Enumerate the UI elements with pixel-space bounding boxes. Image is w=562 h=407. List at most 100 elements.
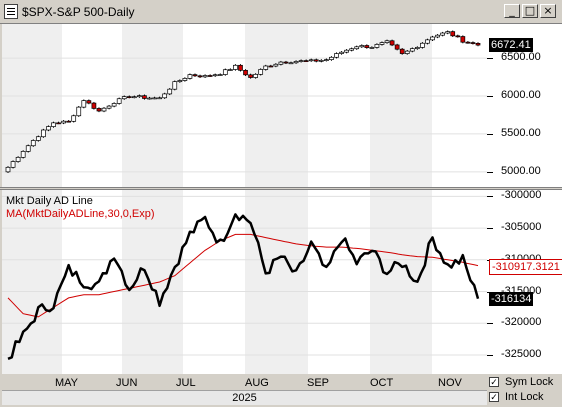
- time-axis[interactable]: MAY JUN JUL AUG SEP OCT NOV 2025 ✓ Sym Lock ✓ …: [0, 374, 562, 407]
- price-candle: [430, 36, 435, 41]
- price-chart-svg: [2, 24, 487, 187]
- minimize-button[interactable]: _: [504, 4, 520, 18]
- price-candle: [233, 64, 238, 70]
- price-candle: [177, 80, 183, 83]
- panel-splitter[interactable]: [0, 187, 562, 190]
- price-axis-label: 6000.00: [501, 89, 541, 102]
- price-candle: [344, 49, 349, 53]
- price-candle: [121, 96, 127, 100]
- int-lock-checkbox[interactable]: ✓: [489, 392, 499, 402]
- price-candle: [5, 166, 11, 173]
- price-candle: [389, 40, 395, 46]
- price-candle: [35, 136, 41, 141]
- ad-axis-label: -320000: [501, 316, 542, 329]
- price-candle: [243, 69, 248, 76]
- price-candle: [41, 129, 46, 138]
- price-candle: [420, 42, 425, 48]
- price-axis-tick: [487, 58, 493, 60]
- ad-line-panel[interactable]: Mkt Daily AD Line MA(MktDailyADLine,30,0…: [2, 190, 487, 374]
- ad-line-chart-svg: [2, 190, 487, 374]
- price-candle: [131, 96, 137, 99]
- price-candle: [152, 97, 157, 100]
- month-label: OCT: [370, 377, 394, 389]
- price-candle: [460, 36, 466, 43]
- maximize-button[interactable]: □: [522, 4, 538, 18]
- price-candle: [96, 108, 102, 112]
- ma-last-value: -310917.3121: [489, 258, 562, 275]
- price-candle: [394, 44, 400, 50]
- month-band: [245, 24, 308, 187]
- month-label: JUN: [116, 377, 138, 389]
- price-candle: [217, 74, 223, 76]
- price-candle: [374, 44, 380, 48]
- month-band: [245, 190, 308, 374]
- price-candle: [126, 96, 132, 98]
- close-button[interactable]: ×: [540, 4, 556, 18]
- price-candle: [339, 51, 344, 54]
- price-candle: [283, 61, 289, 64]
- month-label: MAY: [55, 377, 79, 389]
- price-candle: [222, 69, 228, 75]
- price-candle: [137, 95, 142, 98]
- ad-axis-label: -300000: [501, 189, 542, 202]
- price-candle: [379, 42, 385, 45]
- price-candle: [450, 31, 456, 37]
- price-axis-label: 5500.00: [501, 126, 541, 139]
- chart-window-icon: [4, 4, 18, 19]
- price-candle: [324, 59, 329, 61]
- month-band: [2, 24, 62, 187]
- price-candle: [111, 103, 117, 107]
- month-band: [122, 190, 183, 374]
- price-candle: [46, 126, 51, 131]
- ad-axis-tick: [487, 196, 493, 198]
- price-candle: [313, 59, 319, 62]
- price-candle: [81, 100, 87, 108]
- price-candle: [192, 74, 198, 77]
- window-title: $SPX-S&P 500-Daily: [22, 5, 135, 19]
- price-candle: [142, 95, 147, 99]
- price-candle: [298, 60, 304, 62]
- price-candle: [20, 151, 26, 158]
- price-candle: [470, 42, 476, 44]
- price-candle: [475, 43, 481, 46]
- price-axis[interactable]: 5000.00 5500.00 6000.00 6500.00 6672.41: [487, 24, 562, 187]
- price-axis-tick: [487, 133, 493, 135]
- price-candle: [425, 39, 430, 44]
- price-candle: [61, 120, 66, 124]
- price-candle: [162, 93, 168, 99]
- price-candle: [187, 74, 193, 79]
- price-candle: [238, 64, 243, 71]
- price-candle: [56, 122, 61, 125]
- price-candle: [91, 102, 97, 109]
- price-candle: [76, 106, 82, 117]
- price-candle: [384, 40, 390, 43]
- legend-ma: MA(MktDailyADLine,30,0,Exp): [6, 208, 155, 220]
- title-bar: $SPX-S&P 500-Daily _ □ ×: [0, 0, 562, 24]
- price-candle: [116, 98, 122, 104]
- price-candle: [248, 74, 253, 78]
- price-candle: [303, 60, 309, 62]
- price-candle: [399, 48, 405, 54]
- price-candle: [10, 161, 16, 168]
- ad-last-value: -316134: [489, 291, 534, 306]
- price-candle: [147, 97, 152, 100]
- price-chart-panel[interactable]: [2, 24, 487, 187]
- price-candle: [15, 156, 21, 162]
- price-candle: [25, 145, 31, 152]
- price-candle: [197, 75, 203, 78]
- price-candle: [435, 34, 440, 38]
- month-band: [370, 190, 432, 374]
- legend-ad-line: Mkt Daily AD Line: [6, 195, 93, 207]
- price-candle: [30, 140, 36, 147]
- price-candle: [66, 120, 71, 123]
- ad-line: [7, 213, 480, 360]
- price-candle: [263, 65, 269, 70]
- price-candle: [212, 74, 218, 77]
- ad-axis-tick: [487, 354, 493, 356]
- price-candle: [288, 62, 294, 65]
- ad-line-axis[interactable]: -300000-305000-310000-315000-320000-3250…: [487, 189, 562, 374]
- price-candle: [404, 50, 410, 54]
- ad-axis-label: -305000: [501, 221, 542, 234]
- sym-lock-checkbox[interactable]: ✓: [489, 377, 499, 387]
- price-candle: [258, 69, 264, 75]
